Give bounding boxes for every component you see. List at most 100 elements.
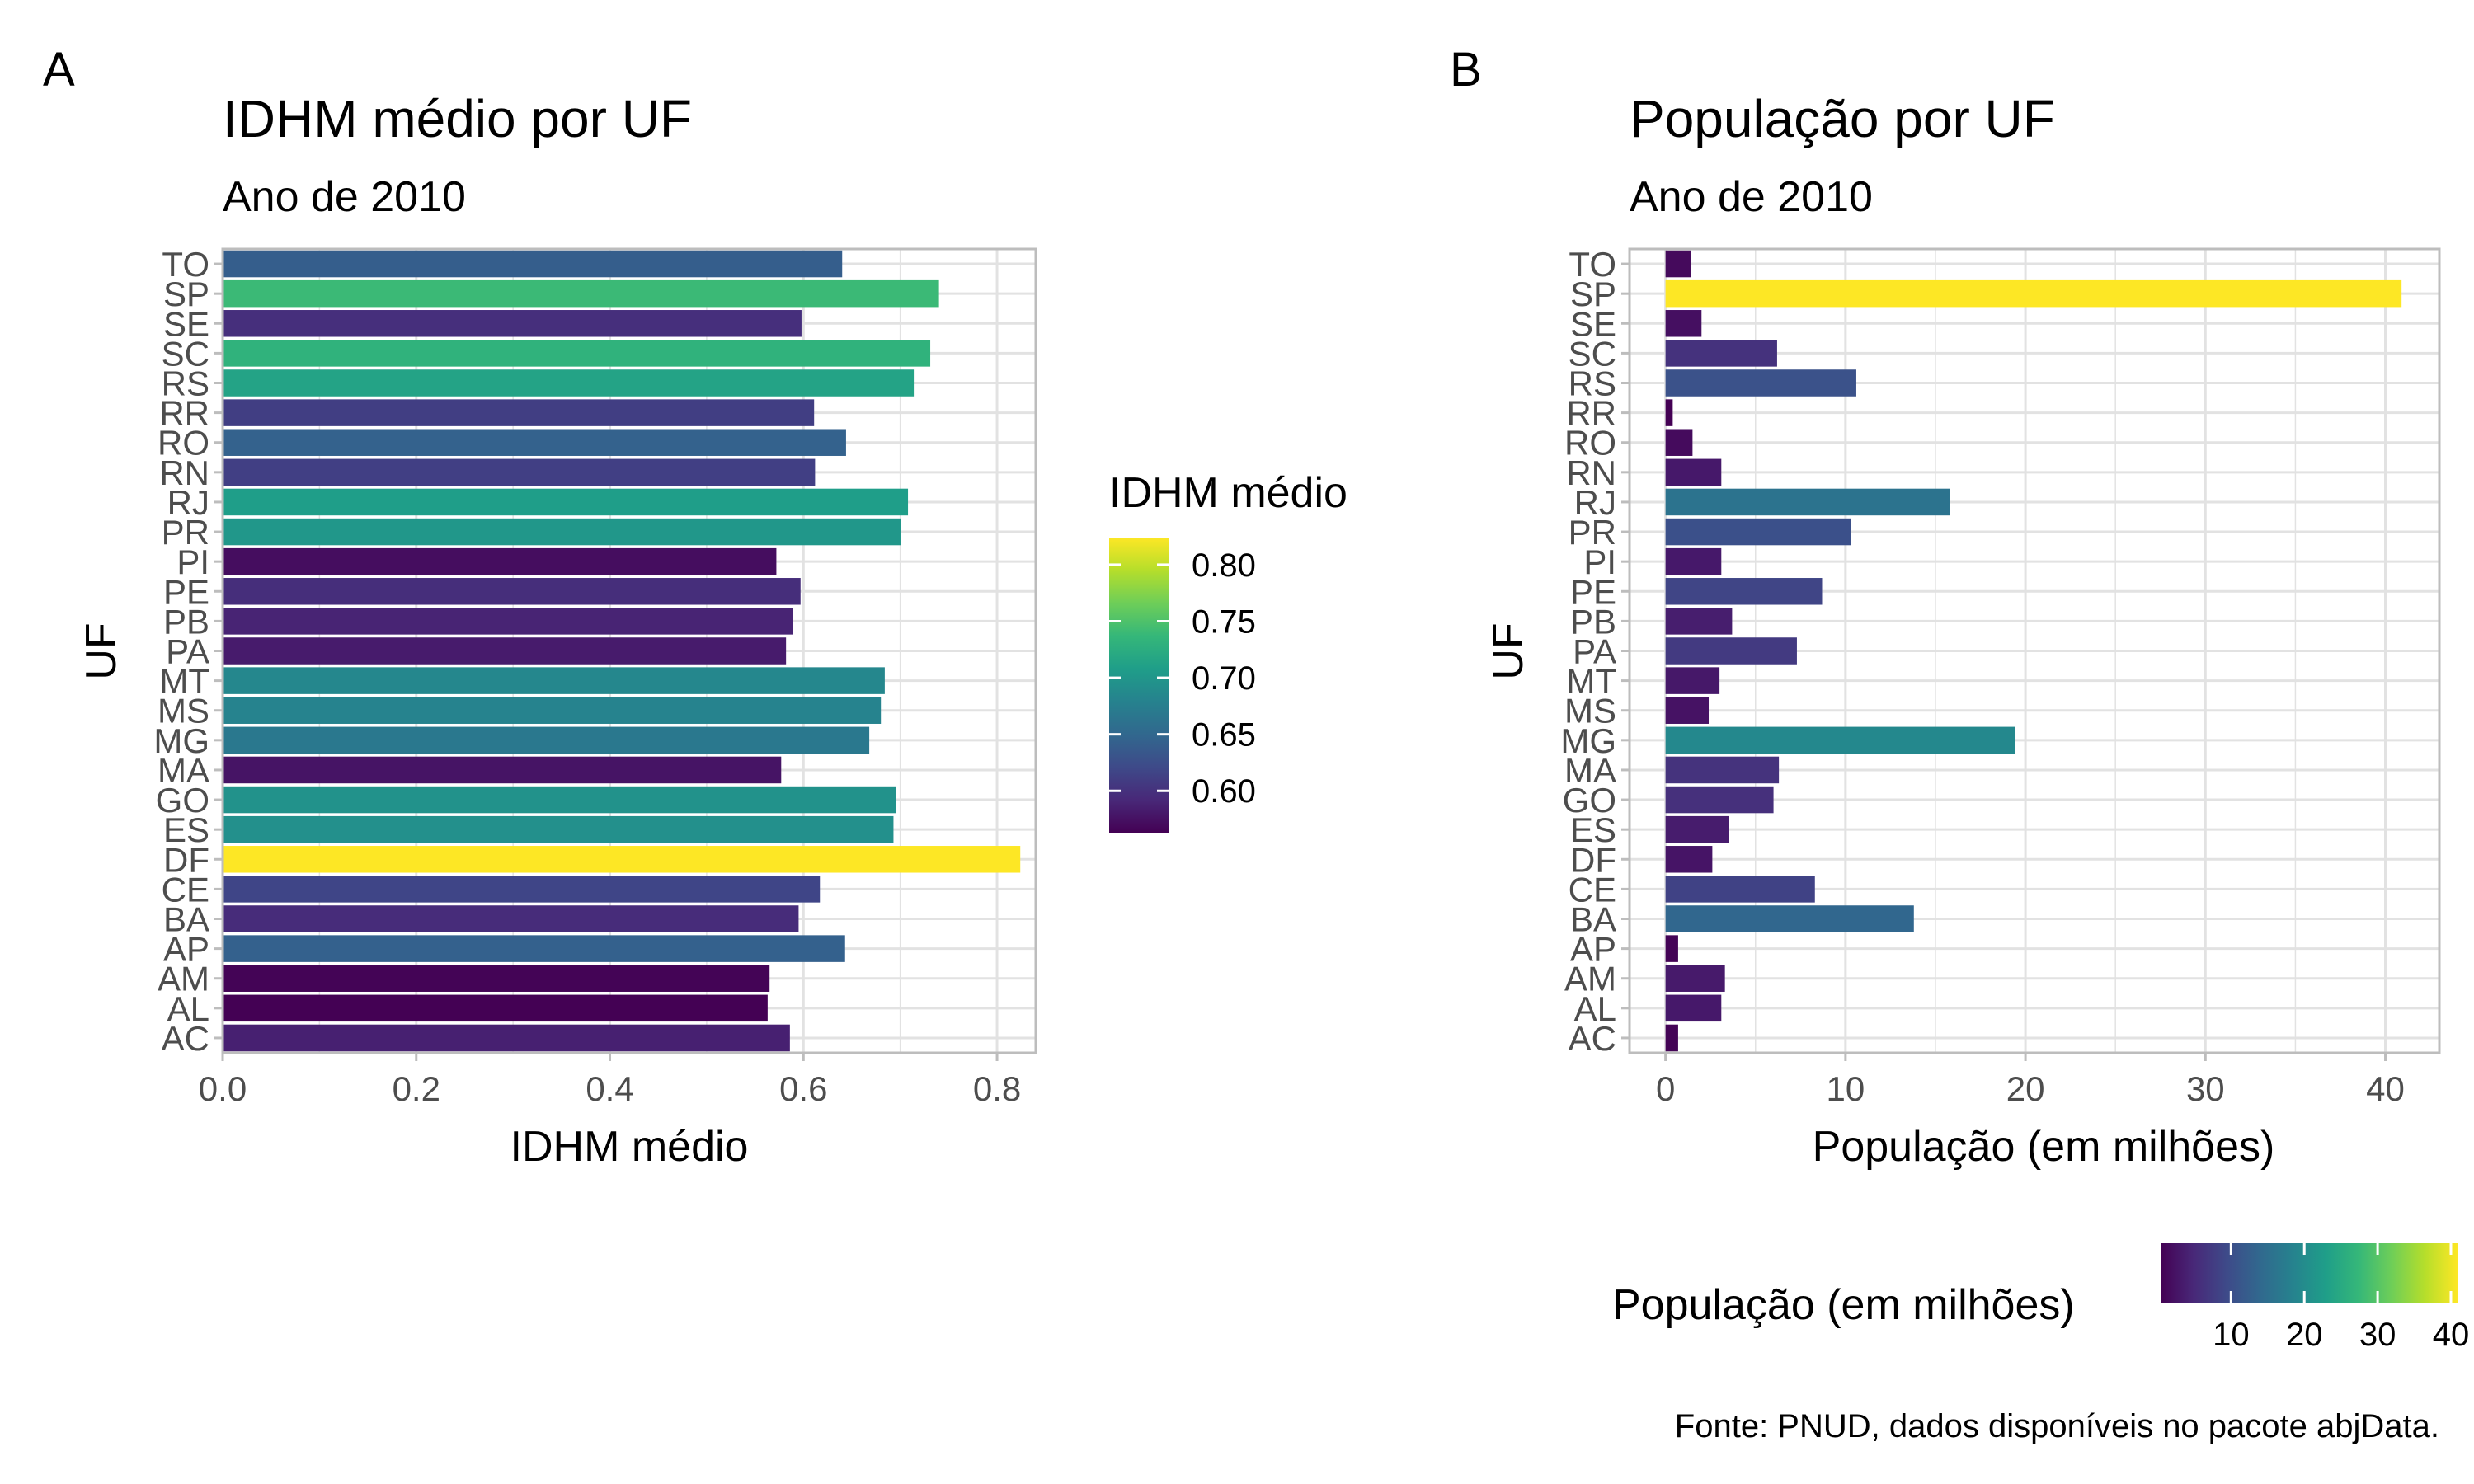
panel-a-y-tick-label: PI	[176, 542, 209, 581]
panel-a-x-tick-label: 0.0	[199, 1069, 247, 1108]
panel-b-colorbar-label: 10	[2213, 1317, 2250, 1353]
panel-b-x-axis-label: População (em milhões)	[1813, 1123, 2275, 1171]
panel-a-x-tick-label: 0.8	[973, 1069, 1021, 1108]
panel-a-bar-go	[223, 786, 896, 814]
panel-b-y-axis-label: UF	[1484, 622, 1532, 679]
panel-b-bar-rs	[1665, 369, 1856, 397]
panel-b-colorbar-label: 40	[2433, 1317, 2470, 1353]
panel-b-y-tick-label: MT	[1566, 662, 1616, 701]
panel-a-y-tick-label: AM	[158, 960, 209, 998]
panel-b-x-tick-label: 0	[1656, 1069, 1675, 1108]
panel-a-y-tick-label: SP	[163, 275, 209, 313]
panel-a-colorbar-label: 0.80	[1192, 547, 1256, 584]
panel-b-y-tick-label: SC	[1569, 334, 1616, 373]
panel-b-bar-sp	[1665, 279, 2402, 308]
panel-a-y-tick-label: AC	[162, 1019, 209, 1058]
panel-b-caption: Fonte: PNUD, dados disponíveis no pacote…	[1675, 1408, 2439, 1444]
panel-a-bar-pr	[223, 518, 901, 546]
panel-a-y-tick-label: MS	[158, 692, 209, 730]
panel-b-y-tick-label: AL	[1574, 989, 1616, 1028]
panel-a-bar-ma	[223, 756, 782, 784]
panel-a-x-tick-label: 0.4	[586, 1069, 633, 1108]
panel-b-y-tick-label: AP	[1570, 930, 1616, 969]
panel-a-colorbar-label: 0.65	[1192, 717, 1256, 754]
panel-a-colorbar-gradient	[1109, 538, 1169, 833]
panel-b-y-tick-label: DF	[1570, 840, 1616, 879]
panel-a-y-tick-label: MT	[159, 662, 209, 701]
panel-b-y-tick-label: MG	[1560, 721, 1616, 760]
panel-b-x-tick-label: 20	[2006, 1069, 2045, 1108]
panel-a-bar-sc	[223, 340, 931, 367]
panel-a-y-tick-label: SC	[162, 334, 209, 373]
panel-a-y-tick-label: RO	[158, 424, 209, 463]
panel-b-bar-am	[1665, 965, 1725, 992]
panel-b-colorbar-label: 20	[2286, 1317, 2323, 1353]
panel-a-bar-pi	[223, 547, 777, 575]
panel-a-y-tick-label: RJ	[167, 483, 209, 522]
panel-a-y-tick-label: MG	[153, 721, 209, 760]
panel-b-x-tick-label: 30	[2186, 1069, 2225, 1108]
panel-a-bar-se	[223, 310, 802, 337]
panel-b-x-tick-label: 10	[1827, 1069, 1865, 1108]
panel-a-bar-mt	[223, 667, 885, 694]
panel-a-y-tick-label: SE	[163, 304, 209, 343]
panel-b-plot: ACALAMAPBACEDFESGOMAMGMSMTPAPBPEPIPRRJRN…	[1560, 245, 2441, 1108]
panel-b-bar-pi	[1665, 547, 1722, 575]
panel-a-y-tick-label: RS	[162, 364, 209, 403]
panel-a-y-tick-label: TO	[162, 245, 209, 284]
panel-a-y-tick-label: PB	[163, 602, 209, 641]
panel-b-bar-rr	[1665, 399, 1673, 426]
panel-b-bar-ma	[1665, 756, 1780, 784]
panel-a-bar-ap	[223, 935, 845, 962]
panel-b-y-tick-label: RJ	[1574, 483, 1616, 522]
panel-b-y-tick-label: RR	[1566, 394, 1616, 433]
panel-b-y-tick-label: RS	[1569, 364, 1616, 403]
panel-a-y-tick-label: PA	[166, 632, 209, 671]
panel-b-x-tick-label: 40	[2366, 1069, 2405, 1108]
panel-b-y-tick-label: MA	[1564, 751, 1616, 790]
panel-b-bar-pb	[1665, 608, 1733, 635]
panel-b-colorbar: 10 20 30 40	[2161, 1243, 2469, 1353]
panel-a-bar-df	[223, 846, 1021, 873]
panel-a-colorbar-label: 0.70	[1192, 660, 1256, 697]
panel-a-bar-rs	[223, 369, 915, 397]
panel-b-bar-al	[1665, 994, 1722, 1022]
panel-a-subtitle: Ano de 2010	[223, 173, 466, 221]
panel-b-bar-ms	[1665, 697, 1710, 724]
panel-b-y-tick-label: PR	[1569, 513, 1616, 552]
panel-a-bar-ro	[223, 429, 846, 456]
panel-a-y-axis-label: UF	[78, 622, 125, 679]
panel-b-bar-mt	[1665, 667, 1720, 694]
panel-a-colorbar-label: 0.60	[1192, 773, 1256, 810]
panel-a-y-tick-label: AP	[163, 930, 209, 969]
panel-a-y-tick-label: GO	[156, 781, 209, 819]
panel-b-y-tick-label: RO	[1564, 424, 1616, 463]
panel-b-bar-ro	[1665, 429, 1693, 456]
panel-a-bar-ms	[223, 697, 882, 724]
panel-b-bar-rn	[1665, 458, 1722, 486]
panel-a-y-tick-label: PE	[163, 572, 209, 611]
panel-a-bar-al	[223, 994, 768, 1022]
panel-b-y-tick-label: CE	[1569, 870, 1616, 909]
panel-a-y-tick-label: ES	[163, 810, 209, 849]
panel-b-subtitle: Ano de 2010	[1630, 173, 1873, 221]
panel-a-bar-pb	[223, 608, 793, 635]
panel-a-bar-am	[223, 965, 770, 992]
panel-b-y-tick-label: PA	[1573, 632, 1616, 671]
panel-a-y-tick-label: RR	[159, 394, 209, 433]
panel-b-y-tick-label: ES	[1570, 810, 1616, 849]
panel-b-y-tick-label: PE	[1570, 572, 1616, 611]
panel-a-plot: ACALAMAPBACEDFESGOMAMGMSMTPAPBPEPIPRRJRN…	[153, 245, 1037, 1108]
panel-a-x-axis-label: IDHM médio	[510, 1123, 749, 1171]
panel-a-x-tick-label: 0.6	[779, 1069, 827, 1108]
panel-a-bar-pe	[223, 578, 801, 605]
panel-a-y-tick-label: PR	[162, 513, 209, 552]
panel-b-y-tick-label: PB	[1570, 602, 1616, 641]
panel-b-y-tick-label: BA	[1570, 900, 1616, 939]
panel-b-y-tick-label: PI	[1583, 542, 1616, 581]
panel-a-x-tick-label: 0.2	[393, 1069, 440, 1108]
panel-b-y-tick-label: SP	[1570, 275, 1616, 313]
panel-a-bar-rj	[223, 488, 909, 516]
panel-b-bar-se	[1665, 310, 1702, 337]
panel-b-bar-sc	[1665, 340, 1777, 367]
